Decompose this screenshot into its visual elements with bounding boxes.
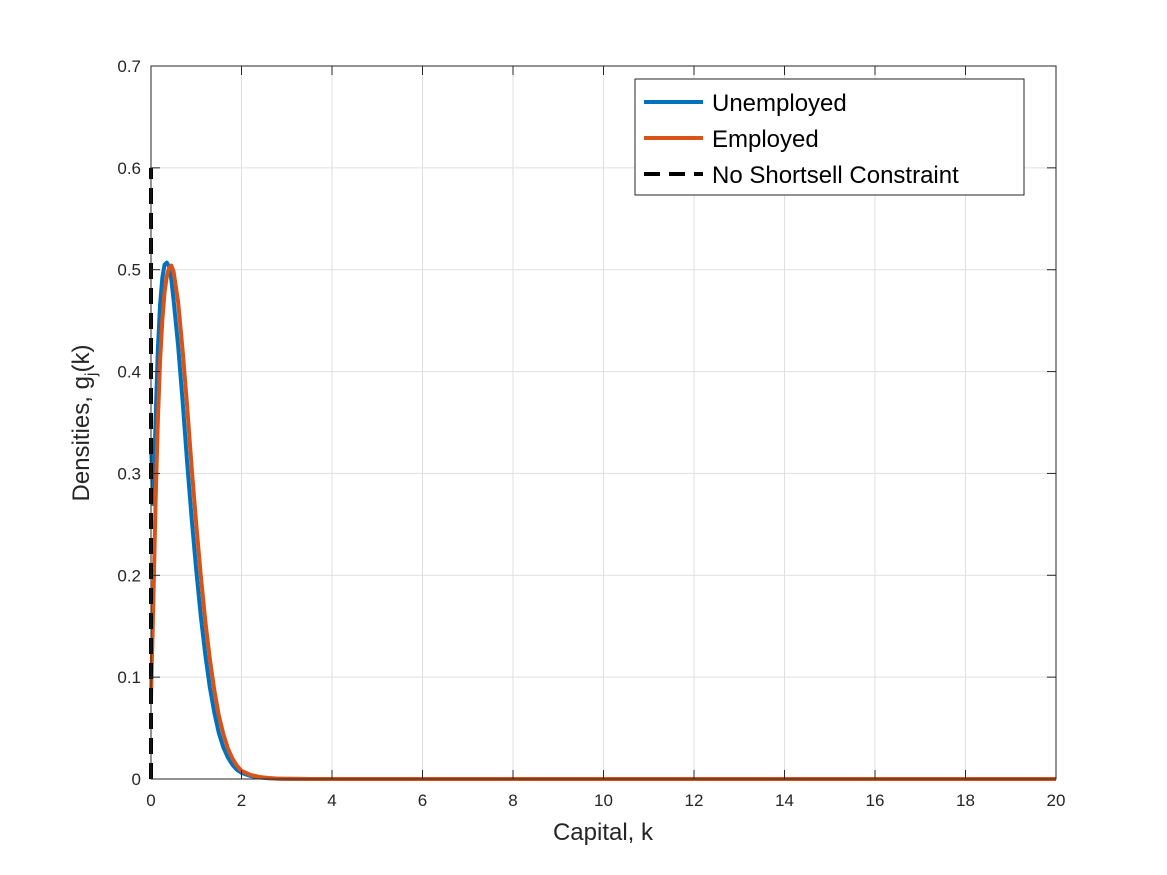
x-tick-label: 18 bbox=[956, 791, 975, 810]
x-axis-label: Capital, k bbox=[553, 819, 654, 846]
x-tick-label: 10 bbox=[594, 791, 613, 810]
y-tick-label: 0.4 bbox=[117, 363, 141, 382]
y-axis-label: Densities, gj(k) bbox=[68, 345, 100, 502]
x-tick-label: 16 bbox=[866, 791, 885, 810]
x-tick-label: 14 bbox=[775, 791, 794, 810]
y-tick-label: 0.3 bbox=[117, 464, 141, 483]
legend: Unemployed Employed No Shortsell Constrain… bbox=[634, 78, 1025, 196]
axis-ticks: 0 2 4 6 8 10 12 14 16 18 20 0 0.1 0.2 0.3 0.4 0.5 0.6 0.7 bbox=[117, 57, 1065, 810]
x-tick-label: 20 bbox=[1047, 791, 1066, 810]
x-tick-label: 2 bbox=[237, 791, 246, 810]
y-tick-label: 0.2 bbox=[117, 566, 141, 585]
y-tick-label: 0 bbox=[132, 770, 141, 789]
y-axis-label-main: Densities, g bbox=[68, 376, 95, 501]
x-tick-label: 12 bbox=[685, 791, 704, 810]
x-tick-label: 0 bbox=[146, 791, 155, 810]
legend-label: Employed bbox=[712, 126, 819, 153]
legend-label: No Shortsell Constraint bbox=[712, 162, 959, 189]
y-tick-label: 0.5 bbox=[117, 261, 141, 280]
x-tick-label: 8 bbox=[508, 791, 517, 810]
y-axis-label-subscript: j bbox=[83, 373, 100, 378]
y-tick-label: 0.7 bbox=[117, 57, 141, 76]
x-tick-label: 6 bbox=[418, 791, 427, 810]
y-tick-label: 0.1 bbox=[117, 668, 141, 687]
x-tick-label: 4 bbox=[327, 791, 336, 810]
legend-label: Unemployed bbox=[712, 90, 847, 117]
y-tick-label: 0.6 bbox=[117, 159, 141, 178]
y-axis-label-tail: (k) bbox=[68, 345, 95, 373]
